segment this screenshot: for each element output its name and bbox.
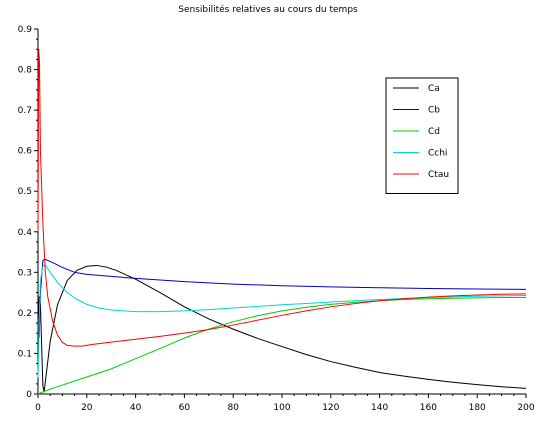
legend-label-cchi: Cchi — [428, 149, 447, 159]
y-tick-label: 0.3 — [18, 268, 32, 278]
series-line-cd — [37, 296, 526, 395]
y-tick-label: 0.2 — [18, 309, 32, 319]
y-tick-label: 0.9 — [18, 25, 33, 35]
y-tick-label: 0.7 — [18, 106, 32, 116]
legend-label-cb: Cb — [428, 106, 440, 116]
x-tick-label: 120 — [322, 403, 339, 413]
x-tick-label: 40 — [130, 403, 142, 413]
legend-label-ctau: Ctau — [428, 170, 449, 180]
y-tick-label: 0.1 — [18, 349, 32, 359]
legend-label-cd: Cd — [428, 127, 440, 137]
series-line-ctau — [37, 48, 527, 347]
x-tick-label: 20 — [81, 403, 93, 413]
series-line-ca — [37, 264, 527, 393]
x-tick-label: 180 — [469, 403, 486, 413]
x-tick-label: 140 — [371, 403, 388, 413]
y-tick-label: 0.4 — [18, 228, 33, 238]
y-tick-label: 0 — [26, 390, 32, 400]
chart-title: Sensibilités relatives au cours du temps — [178, 4, 358, 15]
axes: 0 20 40 60 80 100 120 140 160 180 200 0 0.1 0.2 0.3 0.4… — [18, 25, 535, 413]
x-tick-label: 100 — [273, 403, 290, 413]
x-tick-label: 200 — [517, 403, 534, 413]
series-layer — [37, 48, 527, 395]
legend: Ca Cb Cd Cchi Ctau — [385, 77, 459, 194]
x-tick-label: 80 — [227, 403, 239, 413]
y-tick-label: 0.5 — [18, 187, 32, 197]
x-tick-label: 60 — [179, 403, 191, 413]
x-tick-label: 0 — [35, 403, 41, 413]
series-line-cb — [37, 258, 527, 338]
x-tick-label: 160 — [420, 403, 437, 413]
y-tick-label: 0.8 — [18, 66, 33, 76]
y-tick-label: 0.6 — [18, 147, 33, 157]
legend-label-ca: Ca — [428, 84, 440, 94]
